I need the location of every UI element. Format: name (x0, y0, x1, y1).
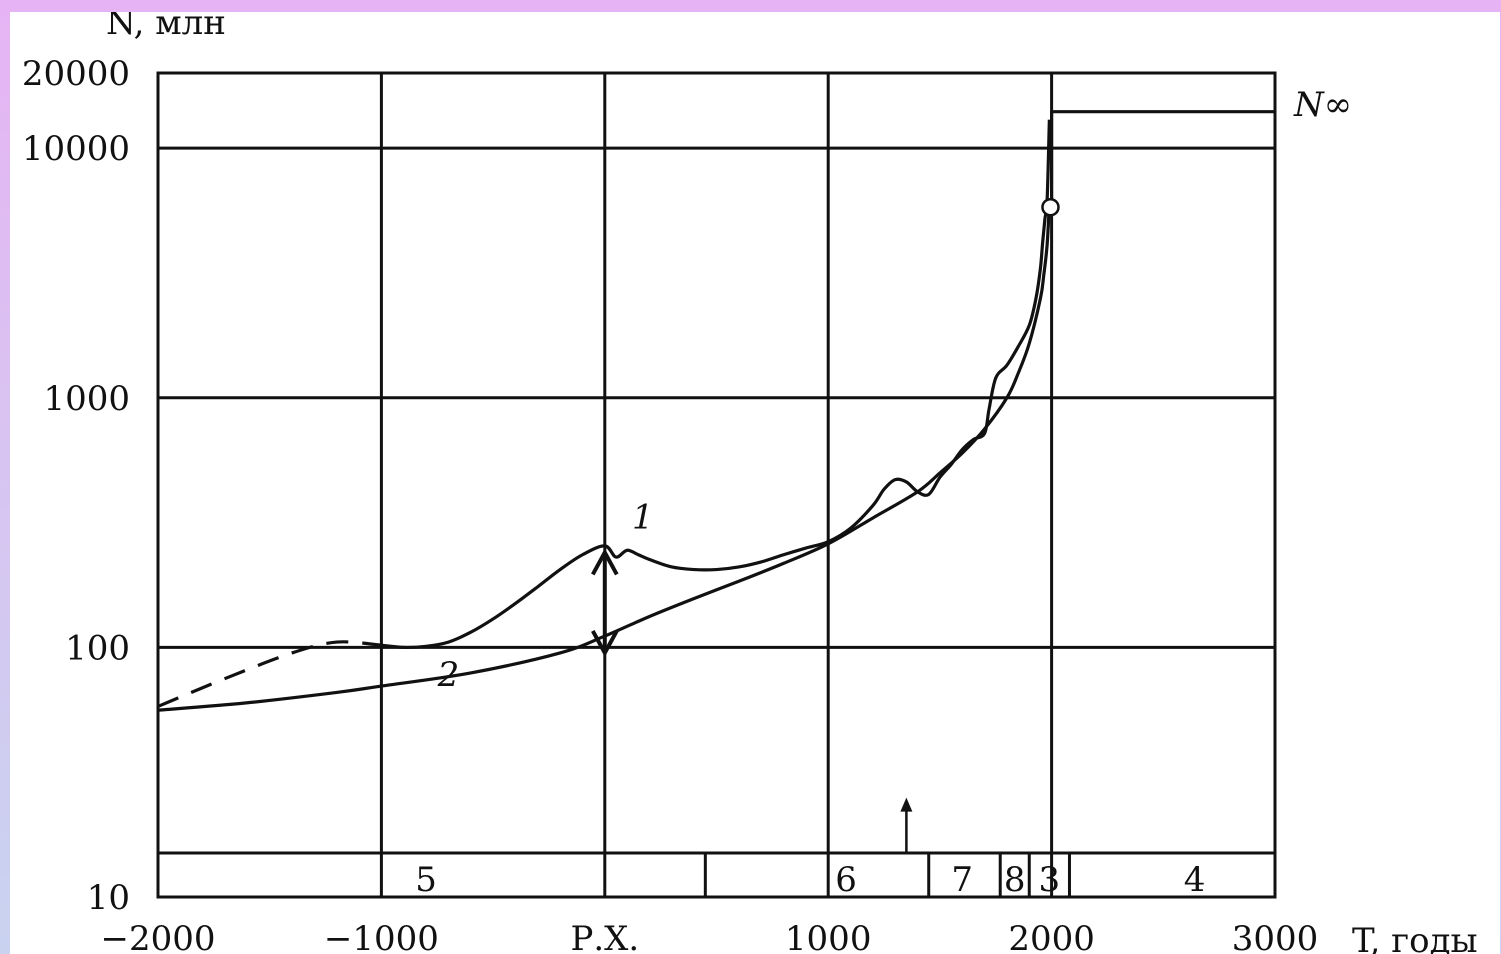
series-line-1 (157, 640, 382, 708)
chart-panel: N, млн T, годы N∞ 5 6 7 8 3 4 10 100 1000 10000 20… (10, 12, 1500, 954)
series-line-0 (381, 119, 1051, 650)
curve-label-2: 2 (437, 655, 460, 695)
series-line-3 (1050, 110, 1275, 208)
x-tick-label-2: Р.Х. (570, 919, 639, 954)
double-arrow-head-up (591, 548, 619, 576)
y-tick-label-0: 10 (87, 878, 130, 918)
y-tick-label-4: 20000 (22, 54, 130, 94)
y-tick-label-1: 100 (65, 628, 130, 668)
curve-label-1: 1 (632, 497, 654, 537)
x-tick-label-5: 3000 (1232, 919, 1319, 954)
series-line-2 (157, 203, 1051, 712)
x-tick-label-1: −1000 (324, 919, 439, 954)
n-infinity-label: N∞ (1293, 85, 1352, 125)
data-point-marker (1041, 197, 1060, 217)
y-tick-label-2: 1000 (43, 379, 130, 419)
x-tick-label-0: −2000 (100, 919, 215, 954)
band-label-3: 3 (1039, 860, 1061, 900)
band-label-4: 4 (1184, 860, 1206, 900)
band-label-7: 7 (951, 860, 973, 900)
band-label-6: 6 (835, 860, 857, 900)
plot-frame (156, 71, 1277, 899)
x-tick-label-3: 1000 (785, 919, 872, 954)
band-label-8: 8 (1004, 860, 1026, 900)
y-tick-label-3: 10000 (22, 129, 130, 169)
band-label-5: 5 (415, 860, 437, 900)
double-arrow-head-down (591, 629, 619, 658)
population-chart: N, млн T, годы N∞ 5 6 7 8 3 4 10 100 1000 10000 20… (22, 12, 1478, 954)
up-arrow-head (900, 797, 913, 812)
y-axis-label: N, млн (106, 12, 226, 43)
x-tick-label-4: 2000 (1008, 919, 1095, 954)
x-axis-label: T, годы (1352, 921, 1478, 954)
